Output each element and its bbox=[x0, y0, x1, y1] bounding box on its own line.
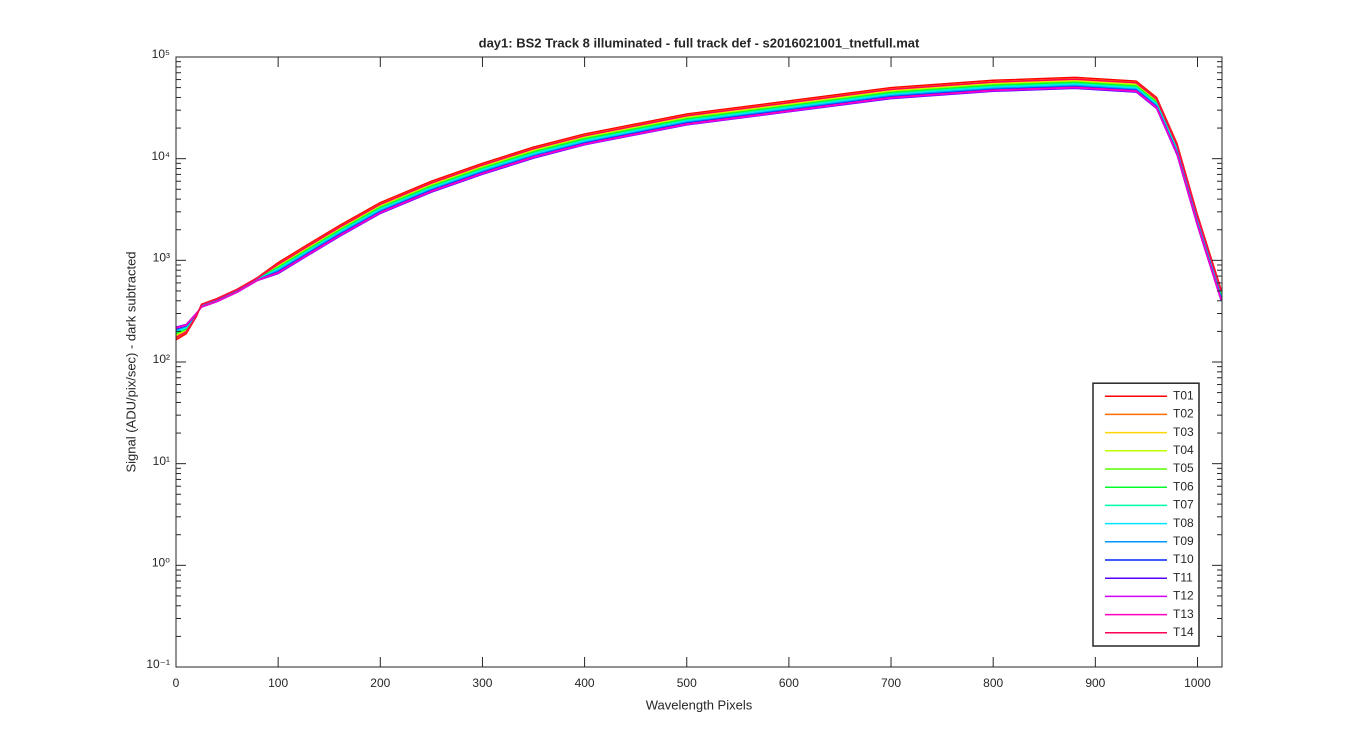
legend-label: T04 bbox=[1173, 443, 1194, 457]
x-tick-label: 500 bbox=[677, 676, 697, 690]
legend-label: T13 bbox=[1173, 607, 1194, 621]
x-tick-label: 400 bbox=[575, 676, 595, 690]
x-tick-label: 1000 bbox=[1184, 676, 1211, 690]
x-tick-label: 0 bbox=[173, 676, 180, 690]
legend-label: T05 bbox=[1173, 461, 1194, 475]
legend-box bbox=[1092, 382, 1200, 647]
x-tick-label: 700 bbox=[881, 676, 901, 690]
series-line bbox=[176, 78, 1222, 338]
x-tick-label: 300 bbox=[472, 676, 492, 690]
x-tick-label: 900 bbox=[1085, 676, 1105, 690]
legend-label: T06 bbox=[1173, 479, 1194, 493]
legend-label: T02 bbox=[1173, 407, 1194, 421]
y-tick-label: 10⁰ bbox=[152, 556, 170, 570]
lines bbox=[176, 76, 1222, 341]
x-axis-label: Wavelength Pixels bbox=[646, 697, 753, 712]
series-line bbox=[176, 86, 1222, 329]
y-tick-label: 10³ bbox=[153, 251, 170, 265]
legend-label: T10 bbox=[1173, 552, 1194, 566]
x-tick-label: 100 bbox=[268, 676, 288, 690]
chart-title: day1: BS2 Track 8 illuminated - full tra… bbox=[479, 35, 920, 50]
legend-label: T01 bbox=[1173, 388, 1194, 402]
x-tick-label: 200 bbox=[370, 676, 390, 690]
legend-label: T14 bbox=[1173, 625, 1194, 639]
legend-label: T08 bbox=[1173, 516, 1194, 530]
y-tick-label: 10⁴ bbox=[151, 149, 170, 163]
x-tick-label: 800 bbox=[983, 676, 1003, 690]
y-tick-label: 10¹ bbox=[153, 454, 170, 468]
y-tick-label: 10⁻¹ bbox=[146, 657, 170, 671]
legend-label: T09 bbox=[1173, 534, 1194, 548]
legend-label: T07 bbox=[1173, 498, 1194, 512]
legend-label: T12 bbox=[1173, 589, 1194, 603]
legend-label: T11 bbox=[1173, 570, 1193, 584]
legend-label: T03 bbox=[1173, 425, 1194, 439]
y-axis-label: Signal (ADU/pix/sec) - dark subtracted bbox=[123, 251, 138, 472]
x-tick-label: 600 bbox=[779, 676, 799, 690]
y-tick-label: 10⁵ bbox=[152, 47, 170, 61]
y-tick-label: 10² bbox=[153, 352, 170, 366]
